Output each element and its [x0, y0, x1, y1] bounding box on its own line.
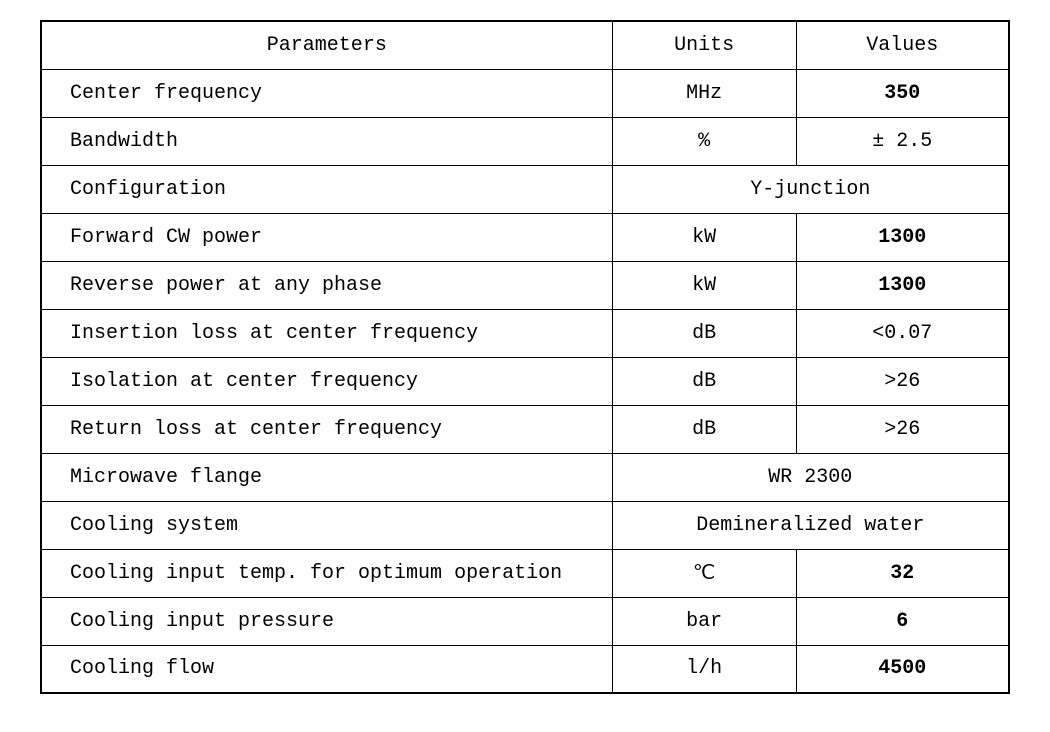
units-cell: ℃: [612, 549, 796, 597]
units-cell: dB: [612, 357, 796, 405]
units-cell: MHz: [612, 69, 796, 117]
value-cell: 4500: [796, 645, 1009, 693]
parameters-table-container: Parameters Units Values Center frequency…: [40, 20, 1010, 694]
value-cell: >26: [796, 405, 1009, 453]
parameters-table: Parameters Units Values Center frequency…: [40, 20, 1010, 694]
param-cell: Bandwidth: [41, 117, 612, 165]
param-cell: Center frequency: [41, 69, 612, 117]
value-cell: ± 2.5: [796, 117, 1009, 165]
units-cell: bar: [612, 597, 796, 645]
units-cell: kW: [612, 213, 796, 261]
header-values: Values: [796, 21, 1009, 69]
merged-value-cell: Demineralized water: [612, 501, 1009, 549]
units-cell: l/h: [612, 645, 796, 693]
param-cell: Cooling flow: [41, 645, 612, 693]
param-cell: Microwave flange: [41, 453, 612, 501]
table-row: Isolation at center frequencydB>26: [41, 357, 1009, 405]
param-cell: Isolation at center frequency: [41, 357, 612, 405]
param-cell: Cooling system: [41, 501, 612, 549]
table-row: Return loss at center frequencydB>26: [41, 405, 1009, 453]
units-cell: %: [612, 117, 796, 165]
value-cell: 350: [796, 69, 1009, 117]
param-cell: Cooling input temp. for optimum operatio…: [41, 549, 612, 597]
value-cell: 1300: [796, 213, 1009, 261]
value-cell: 6: [796, 597, 1009, 645]
units-cell: dB: [612, 309, 796, 357]
value-cell: 1300: [796, 261, 1009, 309]
table-header-row: Parameters Units Values: [41, 21, 1009, 69]
value-cell: >26: [796, 357, 1009, 405]
param-cell: Reverse power at any phase: [41, 261, 612, 309]
table-row: Reverse power at any phasekW1300: [41, 261, 1009, 309]
value-cell: 32: [796, 549, 1009, 597]
value-cell: <0.07: [796, 309, 1009, 357]
units-cell: dB: [612, 405, 796, 453]
header-units: Units: [612, 21, 796, 69]
param-cell: Insertion loss at center frequency: [41, 309, 612, 357]
table-row: Forward CW powerkW1300: [41, 213, 1009, 261]
units-cell: kW: [612, 261, 796, 309]
table-row: Cooling input temp. for optimum operatio…: [41, 549, 1009, 597]
table-row: ConfigurationY-junction: [41, 165, 1009, 213]
param-cell: Forward CW power: [41, 213, 612, 261]
param-cell: Configuration: [41, 165, 612, 213]
param-cell: Return loss at center frequency: [41, 405, 612, 453]
table-row: Microwave flangeWR 2300: [41, 453, 1009, 501]
table-row: Insertion loss at center frequencydB<0.0…: [41, 309, 1009, 357]
merged-value-cell: WR 2300: [612, 453, 1009, 501]
table-body: Center frequencyMHz350Bandwidth%± 2.5Con…: [41, 69, 1009, 693]
merged-value-cell: Y-junction: [612, 165, 1009, 213]
table-row: Cooling systemDemineralized water: [41, 501, 1009, 549]
table-row: Cooling input pressurebar6: [41, 597, 1009, 645]
table-row: Cooling flowl/h4500: [41, 645, 1009, 693]
table-row: Bandwidth%± 2.5: [41, 117, 1009, 165]
table-row: Center frequencyMHz350: [41, 69, 1009, 117]
header-parameters: Parameters: [41, 21, 612, 69]
param-cell: Cooling input pressure: [41, 597, 612, 645]
